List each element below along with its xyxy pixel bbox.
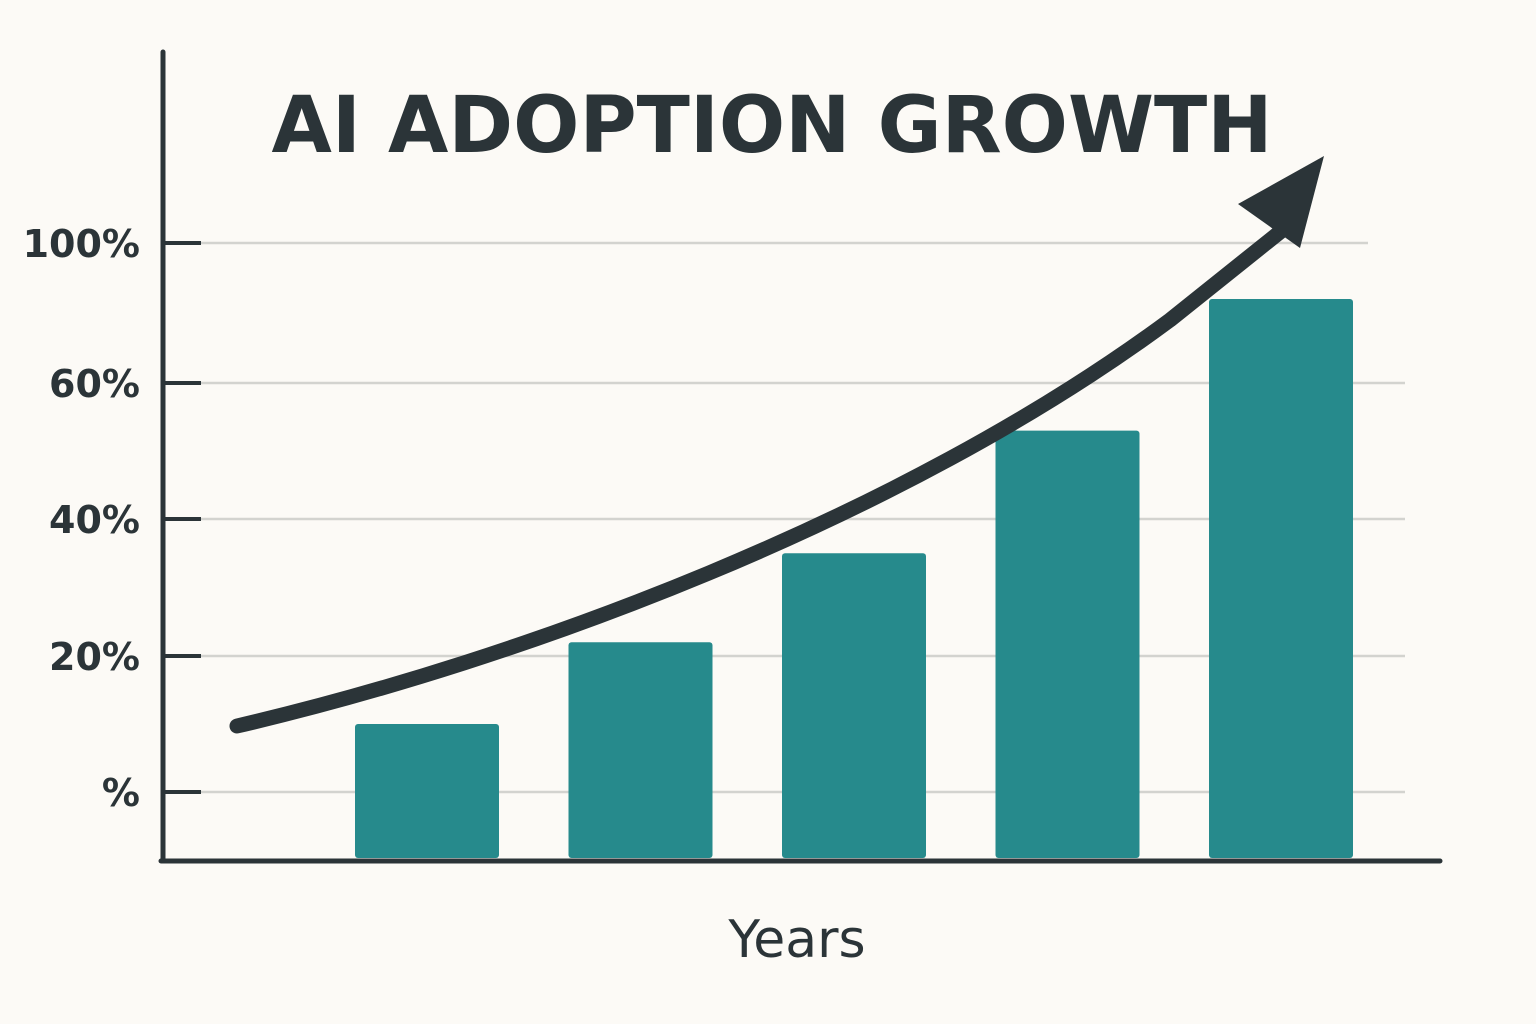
y-tick-label: 100%	[23, 222, 140, 266]
arrow-head-icon	[1238, 156, 1324, 248]
y-tick-label: 20%	[49, 635, 140, 679]
y-ticks: % 20% 40% 60% 100%	[23, 222, 201, 815]
bar	[782, 553, 926, 858]
bar	[1209, 299, 1353, 858]
y-tick-label: 60%	[49, 362, 140, 406]
x-axis-label: Years	[727, 910, 865, 970]
chart-title: AI ADOPTION GROWTH	[271, 81, 1272, 171]
bar	[568, 642, 713, 858]
y-tick-label: %	[102, 771, 140, 815]
trend-arrow	[229, 224, 1288, 734]
grid-lines	[165, 241, 1405, 794]
bar	[995, 430, 1140, 858]
bars	[355, 299, 1353, 858]
bar	[355, 724, 499, 858]
y-tick-label: 40%	[49, 498, 140, 542]
